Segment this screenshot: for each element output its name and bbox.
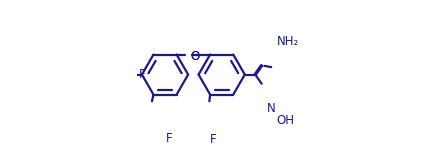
Text: F: F [210,134,217,146]
Text: O: O [191,50,200,63]
Text: F: F [166,132,173,145]
Text: F: F [139,68,146,81]
Text: OH: OH [277,114,295,127]
Text: N: N [267,102,276,115]
Text: NH₂: NH₂ [277,35,299,48]
Text: O: O [191,50,200,63]
